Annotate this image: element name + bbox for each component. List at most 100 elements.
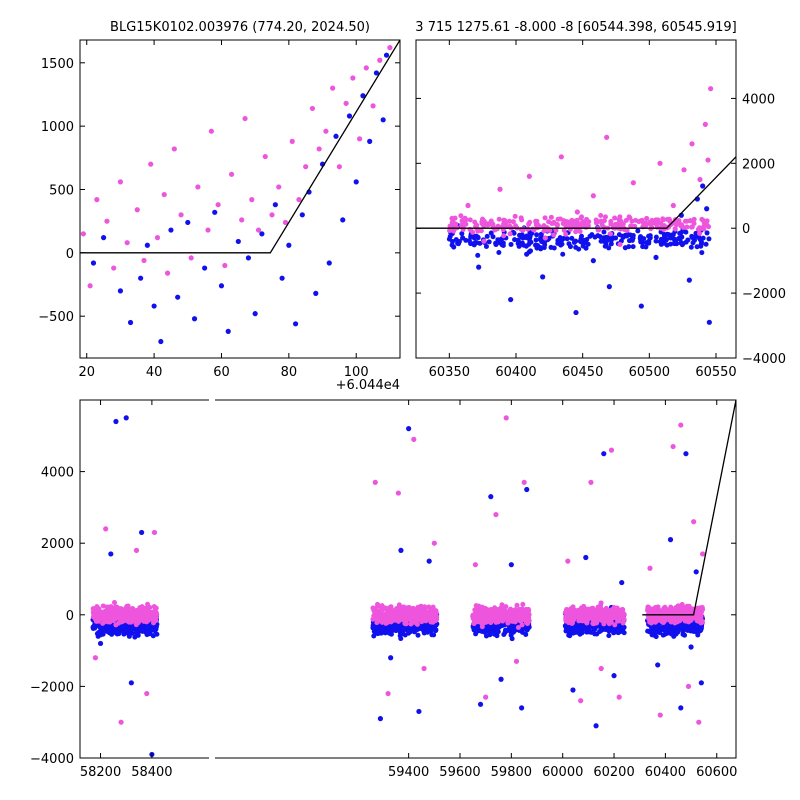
data-point (611, 673, 617, 679)
data-point (218, 283, 225, 289)
data-point (688, 644, 694, 650)
cloud-point (682, 218, 688, 224)
cloud-point (92, 623, 98, 629)
data-point (556, 238, 562, 244)
cloud-point (144, 629, 150, 635)
data-point (565, 558, 571, 564)
data-point (370, 103, 376, 109)
cloud-point (106, 615, 112, 621)
data-point (353, 179, 359, 185)
cloud-point (632, 223, 638, 229)
panel-bottom-frame (79, 399, 737, 759)
cloud-point (657, 239, 663, 245)
data-point (80, 231, 86, 237)
data-point (686, 277, 692, 283)
data-point (191, 316, 198, 322)
cloud-point (649, 607, 655, 613)
data-point (657, 712, 663, 718)
cloud-point (507, 624, 513, 630)
data-point (141, 257, 147, 264)
data-point (508, 296, 514, 303)
data-point (340, 217, 346, 223)
cloud-point (606, 633, 612, 639)
data-point (601, 451, 607, 457)
data-point (303, 164, 309, 170)
cloud-point (688, 608, 694, 614)
cloud-point (506, 617, 512, 623)
cloud-point (608, 231, 614, 237)
data-point (245, 255, 252, 261)
cloud-point (431, 632, 437, 638)
cloud-point (615, 630, 621, 636)
cloud-point (608, 221, 614, 227)
cloud-point (396, 602, 402, 608)
data-point (655, 662, 661, 668)
cloud-point (626, 238, 632, 244)
data-point (239, 217, 245, 223)
cloud-point (586, 219, 592, 225)
y-tick-label: −500 (38, 310, 74, 325)
cloud-point (524, 235, 530, 241)
cloud-point (567, 244, 573, 250)
cloud-point (111, 600, 117, 606)
data-point (195, 184, 201, 190)
cloud-point (699, 216, 705, 222)
data-point (678, 422, 684, 428)
cloud-point (553, 227, 559, 233)
panel-top-left: BLG15K0102.003976 (774.20, 2024.50) 20 40… (38, 20, 401, 393)
cloud-point (612, 622, 618, 628)
data-point (168, 227, 174, 233)
cloud-point (576, 246, 582, 252)
cloud-point (449, 242, 455, 248)
x-tick-label: 59600 (439, 765, 480, 780)
cloud-point (621, 630, 627, 636)
data-point (558, 154, 564, 160)
data-point (588, 479, 594, 485)
cloud-point (473, 233, 479, 239)
data-point (426, 558, 432, 564)
cloud-point (649, 217, 655, 223)
data-point (578, 698, 584, 704)
data-point (700, 551, 706, 557)
cloud-point (104, 604, 110, 610)
x-tick-label: 60350 (429, 365, 470, 380)
data-point (178, 212, 184, 218)
cloud-point (121, 631, 127, 637)
cloud-point (399, 610, 405, 616)
cloud-point (154, 612, 160, 618)
cloud-point (468, 227, 474, 233)
cloud-point (421, 612, 427, 618)
cloud-point (663, 236, 669, 242)
cloud-point (402, 620, 408, 626)
cloud-point (541, 228, 547, 234)
cloud-point (471, 620, 477, 626)
cloud-point (537, 245, 543, 251)
data-point (118, 719, 124, 725)
cloud-point (508, 606, 514, 612)
cloud-point (675, 603, 681, 609)
data-point (289, 138, 295, 144)
cloud-point (128, 617, 134, 623)
cloud-point (621, 617, 627, 623)
data-point (123, 415, 129, 421)
x-tick-label: 40 (146, 365, 163, 380)
cloud-point (618, 607, 624, 613)
cloud-point (525, 226, 531, 232)
data-point (154, 235, 161, 241)
x-tick-label: 59400 (388, 765, 429, 780)
cloud-point (140, 628, 146, 634)
cloud-point (515, 625, 521, 631)
data-point (185, 219, 191, 226)
data-point (372, 479, 378, 485)
cloud-point (667, 624, 673, 630)
data-point (667, 537, 674, 543)
data-point (678, 705, 684, 711)
cloud-point (602, 214, 608, 220)
cloud-point (594, 218, 600, 224)
data-point (449, 215, 455, 222)
data-point (309, 105, 316, 112)
cloud-point (598, 238, 604, 244)
cloud-point (663, 608, 669, 614)
data-point (638, 303, 644, 309)
data-point (333, 133, 339, 139)
